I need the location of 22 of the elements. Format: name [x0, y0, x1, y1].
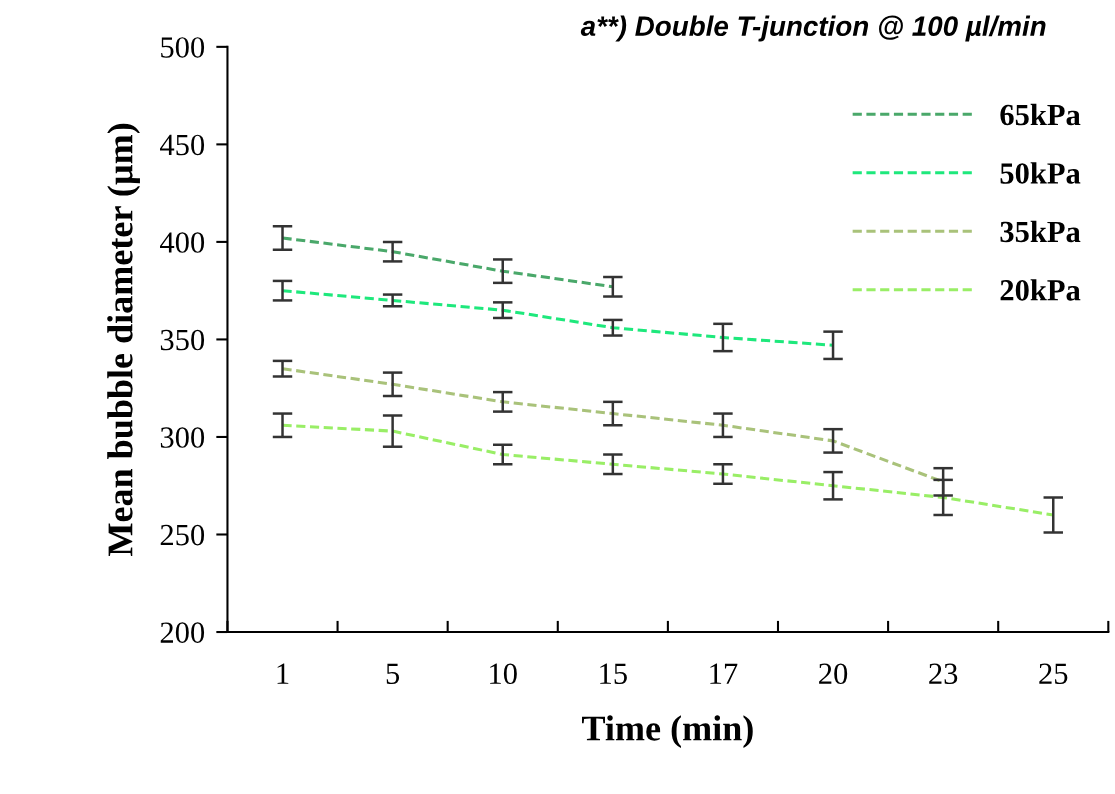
x-tick-label: 17	[710, 663, 738, 684]
x-tick-label: 20	[819, 663, 848, 685]
legend-label: 20kPa	[1000, 279, 1081, 301]
legend-label: 50kPa	[1000, 162, 1081, 184]
x-tick-label: 5	[386, 663, 400, 685]
x-tick-label: 23	[929, 663, 958, 685]
legend-label: 35kPa	[1000, 220, 1081, 243]
y-tick-label: 500	[161, 37, 205, 58]
y-tick-label: 450	[160, 134, 205, 156]
x-tick-label: 10	[490, 663, 517, 685]
y-axis-title: Mean bubble diameter (µm)	[107, 123, 140, 557]
chart-title: a**) Double T-junction @ 100 µl/min	[580, 15, 1046, 42]
x-tick-label: 1	[277, 663, 289, 684]
legend-label: 65kPa	[1000, 103, 1081, 126]
y-tick-label: 250	[160, 524, 205, 546]
y-tick-label: 300	[160, 427, 205, 448]
y-tick-label: 350	[160, 329, 205, 351]
x-tick-label: 15	[600, 663, 627, 685]
y-tick-label: 400	[160, 232, 205, 253]
x-tick-label: 25	[1039, 663, 1068, 685]
x-axis-title: Time (min)	[582, 715, 753, 749]
y-tick-label: 200	[160, 622, 205, 643]
